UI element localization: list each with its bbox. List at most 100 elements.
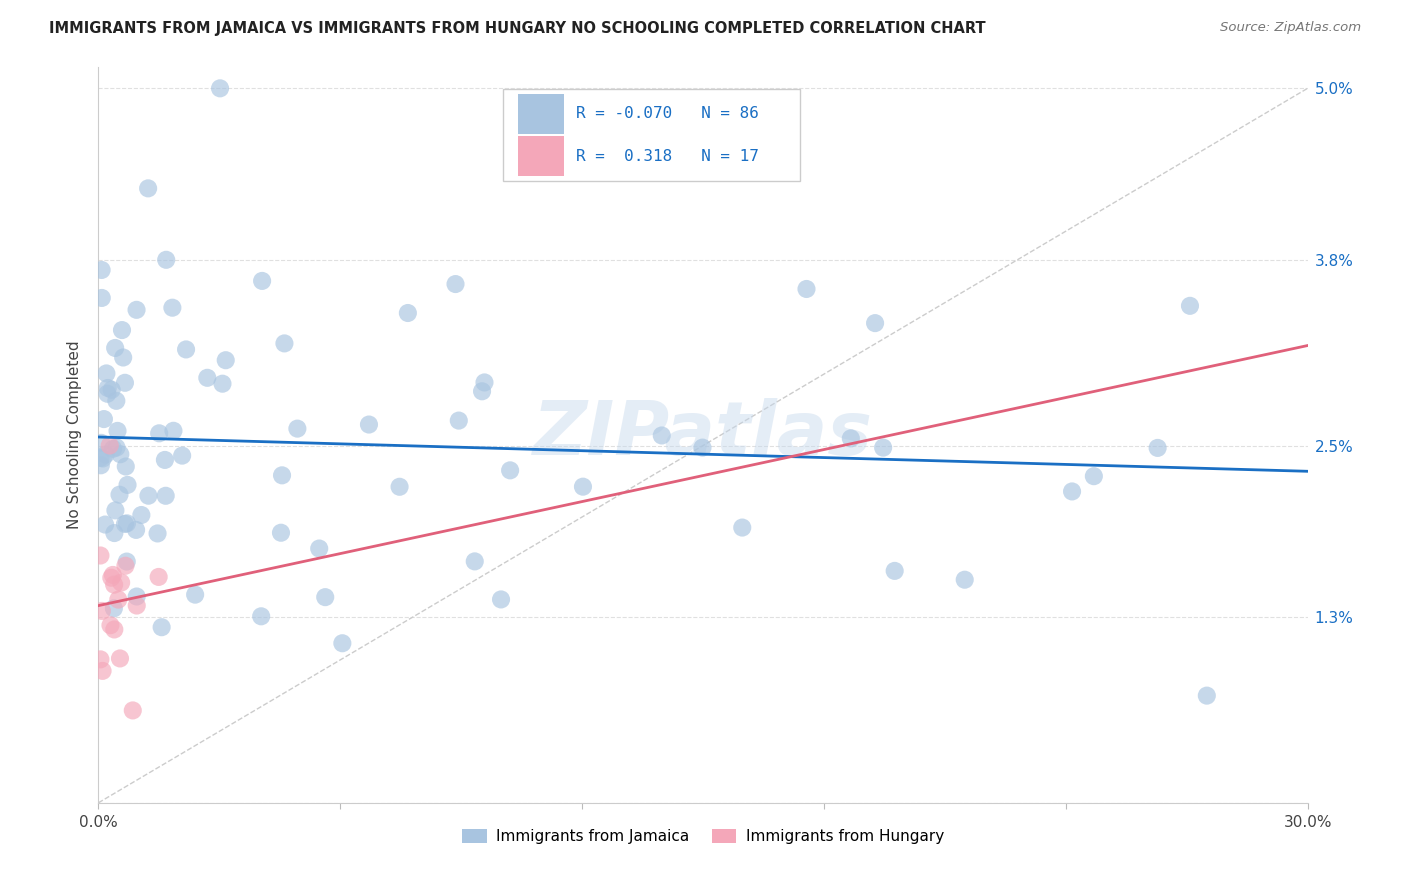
Point	[98, 438, 121, 452]
Point	[108, 651, 131, 665]
Text: R = -0.070   N = 86: R = -0.070 N = 86	[576, 106, 759, 121]
Text: R =  0.318   N = 17: R = 0.318 N = 17	[576, 149, 759, 163]
FancyBboxPatch shape	[503, 89, 800, 181]
Point	[89, 549, 111, 563]
Point	[115, 555, 138, 569]
Point	[100, 571, 122, 585]
Point	[396, 306, 419, 320]
Point	[115, 516, 138, 531]
Point	[474, 376, 496, 390]
Point	[796, 282, 818, 296]
Point	[89, 652, 111, 666]
Point	[209, 81, 232, 95]
Point	[112, 351, 135, 365]
Point	[162, 301, 184, 315]
Point	[731, 520, 754, 534]
Point	[114, 376, 136, 390]
Point	[314, 590, 336, 604]
Point	[125, 599, 148, 613]
Point	[121, 703, 143, 717]
Point	[883, 564, 905, 578]
Point	[94, 448, 117, 462]
Point	[100, 383, 122, 397]
Point	[136, 181, 159, 195]
Point	[91, 664, 114, 678]
Point	[103, 623, 125, 637]
Point	[110, 575, 132, 590]
Point	[872, 441, 894, 455]
Point	[447, 414, 470, 428]
FancyBboxPatch shape	[517, 94, 564, 134]
Point	[308, 541, 330, 556]
Point	[357, 417, 380, 432]
Point	[839, 431, 862, 445]
Point	[150, 620, 173, 634]
Text: IMMIGRANTS FROM JAMAICA VS IMMIGRANTS FROM HUNGARY NO SCHOOLING COMPLETED CORREL: IMMIGRANTS FROM JAMAICA VS IMMIGRANTS FR…	[49, 21, 986, 37]
Point	[499, 463, 522, 477]
Point	[100, 618, 122, 632]
Point	[103, 577, 125, 591]
Point	[125, 523, 148, 537]
Point	[174, 343, 197, 357]
Point	[90, 458, 112, 473]
Point	[1146, 441, 1168, 455]
Point	[105, 393, 128, 408]
Point	[90, 604, 112, 618]
Point	[125, 302, 148, 317]
Point	[155, 252, 177, 267]
Point	[108, 488, 131, 502]
Point	[273, 336, 295, 351]
Point	[114, 516, 136, 531]
Point	[89, 450, 111, 465]
Point	[1195, 689, 1218, 703]
Point	[215, 353, 238, 368]
Text: Source: ZipAtlas.com: Source: ZipAtlas.com	[1220, 21, 1361, 35]
Point	[155, 489, 177, 503]
Point	[250, 274, 273, 288]
Point	[153, 453, 176, 467]
Legend: Immigrants from Jamaica, Immigrants from Hungary: Immigrants from Jamaica, Immigrants from…	[456, 822, 950, 850]
Point	[388, 480, 411, 494]
Point	[103, 526, 125, 541]
Point	[146, 526, 169, 541]
Point	[444, 277, 467, 291]
Point	[195, 371, 218, 385]
Point	[105, 441, 128, 455]
Point	[172, 449, 194, 463]
Point	[103, 601, 125, 615]
Point	[953, 573, 976, 587]
Point	[90, 435, 112, 450]
Point	[330, 636, 353, 650]
Point	[96, 386, 118, 401]
Point	[1178, 299, 1201, 313]
Point	[489, 592, 512, 607]
Point	[287, 422, 309, 436]
Point	[90, 263, 112, 277]
FancyBboxPatch shape	[517, 136, 564, 176]
Point	[91, 451, 114, 466]
Point	[101, 568, 124, 582]
Point	[471, 384, 494, 399]
Point	[184, 588, 207, 602]
Point	[110, 447, 132, 461]
Point	[101, 442, 124, 456]
Point	[97, 381, 120, 395]
Point	[138, 489, 160, 503]
Point	[148, 426, 170, 441]
Point	[1060, 484, 1083, 499]
Point	[96, 367, 118, 381]
Point	[250, 609, 273, 624]
Point	[270, 525, 292, 540]
Point	[651, 428, 673, 442]
Point	[1083, 469, 1105, 483]
Point	[162, 424, 184, 438]
Point	[572, 480, 595, 494]
Point	[114, 459, 136, 474]
Point	[131, 508, 153, 522]
Point	[464, 554, 486, 568]
Text: ZIPatlas: ZIPatlas	[533, 399, 873, 471]
Y-axis label: No Schooling Completed: No Schooling Completed	[67, 341, 83, 529]
Point	[125, 590, 148, 604]
Point	[117, 478, 139, 492]
Point	[90, 291, 112, 305]
